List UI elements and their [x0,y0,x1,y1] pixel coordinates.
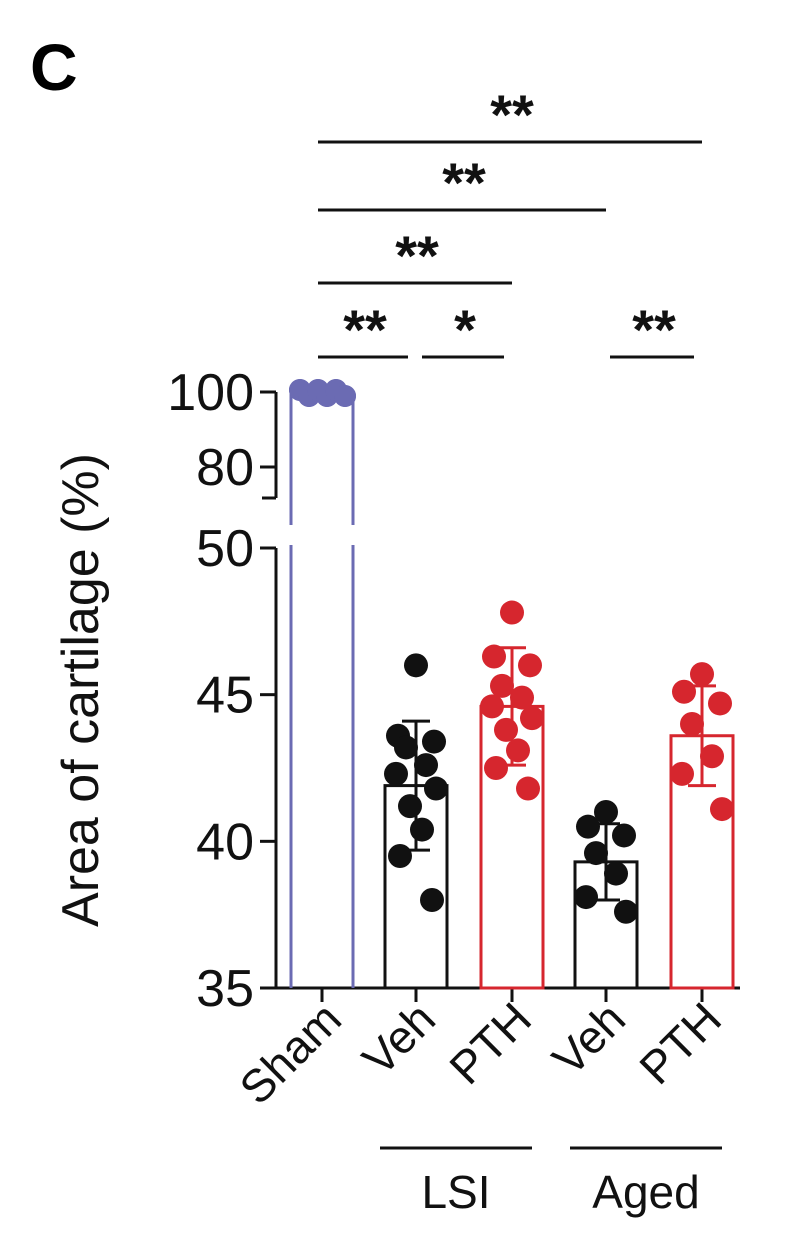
significance-label: * [454,298,476,361]
data-point [516,776,540,801]
data-point [584,841,608,866]
group-label: LSI [421,1166,490,1218]
data-point [494,717,518,742]
bar-sham [289,390,355,988]
data-point [690,662,714,687]
x-category-label: PTH [439,992,541,1094]
panel-label: C [30,30,78,104]
data-point [614,899,638,924]
data-point [422,729,446,754]
data-point [388,844,412,868]
data-point [404,653,428,678]
data-point [410,817,434,842]
data-point [394,735,418,760]
data-point [520,706,544,731]
y-tick-label: 35 [196,960,254,1018]
data-point [398,794,422,819]
data-point [506,738,530,763]
data-point [594,800,618,824]
significance-label: ** [490,83,534,146]
x-category-label: Veh [542,992,635,1085]
y-tick-label: 80 [196,439,254,497]
data-point [680,712,704,736]
data-point [334,385,356,407]
data-point [482,644,506,669]
data-point [414,753,438,778]
data-point [490,673,514,698]
data-point [384,761,408,786]
y-tick-label: 40 [196,813,254,871]
data-point [510,685,534,710]
group-label: Aged [592,1166,699,1218]
significance-label: ** [442,151,486,214]
x-category-label: Veh [352,992,445,1085]
data-point [612,823,636,848]
data-point [484,756,508,780]
y-tick-label: 45 [196,667,254,725]
significance-label: ** [632,298,676,361]
data-point [500,600,524,625]
data-point [710,797,734,822]
significance-label: ** [343,298,387,361]
data-point [574,885,598,910]
data-point [604,861,628,886]
significance-label: ** [395,224,439,287]
data-point [420,888,444,912]
data-point [672,679,696,704]
y-axis-label: Area of cartilage (%) [52,453,110,927]
data-point [708,691,732,716]
data-point [670,761,694,786]
data-point [576,814,600,839]
y-tick-label: 50 [196,520,254,578]
data-point [480,694,504,719]
data-point [700,744,724,769]
data-point [518,653,542,678]
x-category-label: PTH [629,992,731,1094]
y-tick-label: 100 [167,364,254,422]
data-point [424,776,448,801]
